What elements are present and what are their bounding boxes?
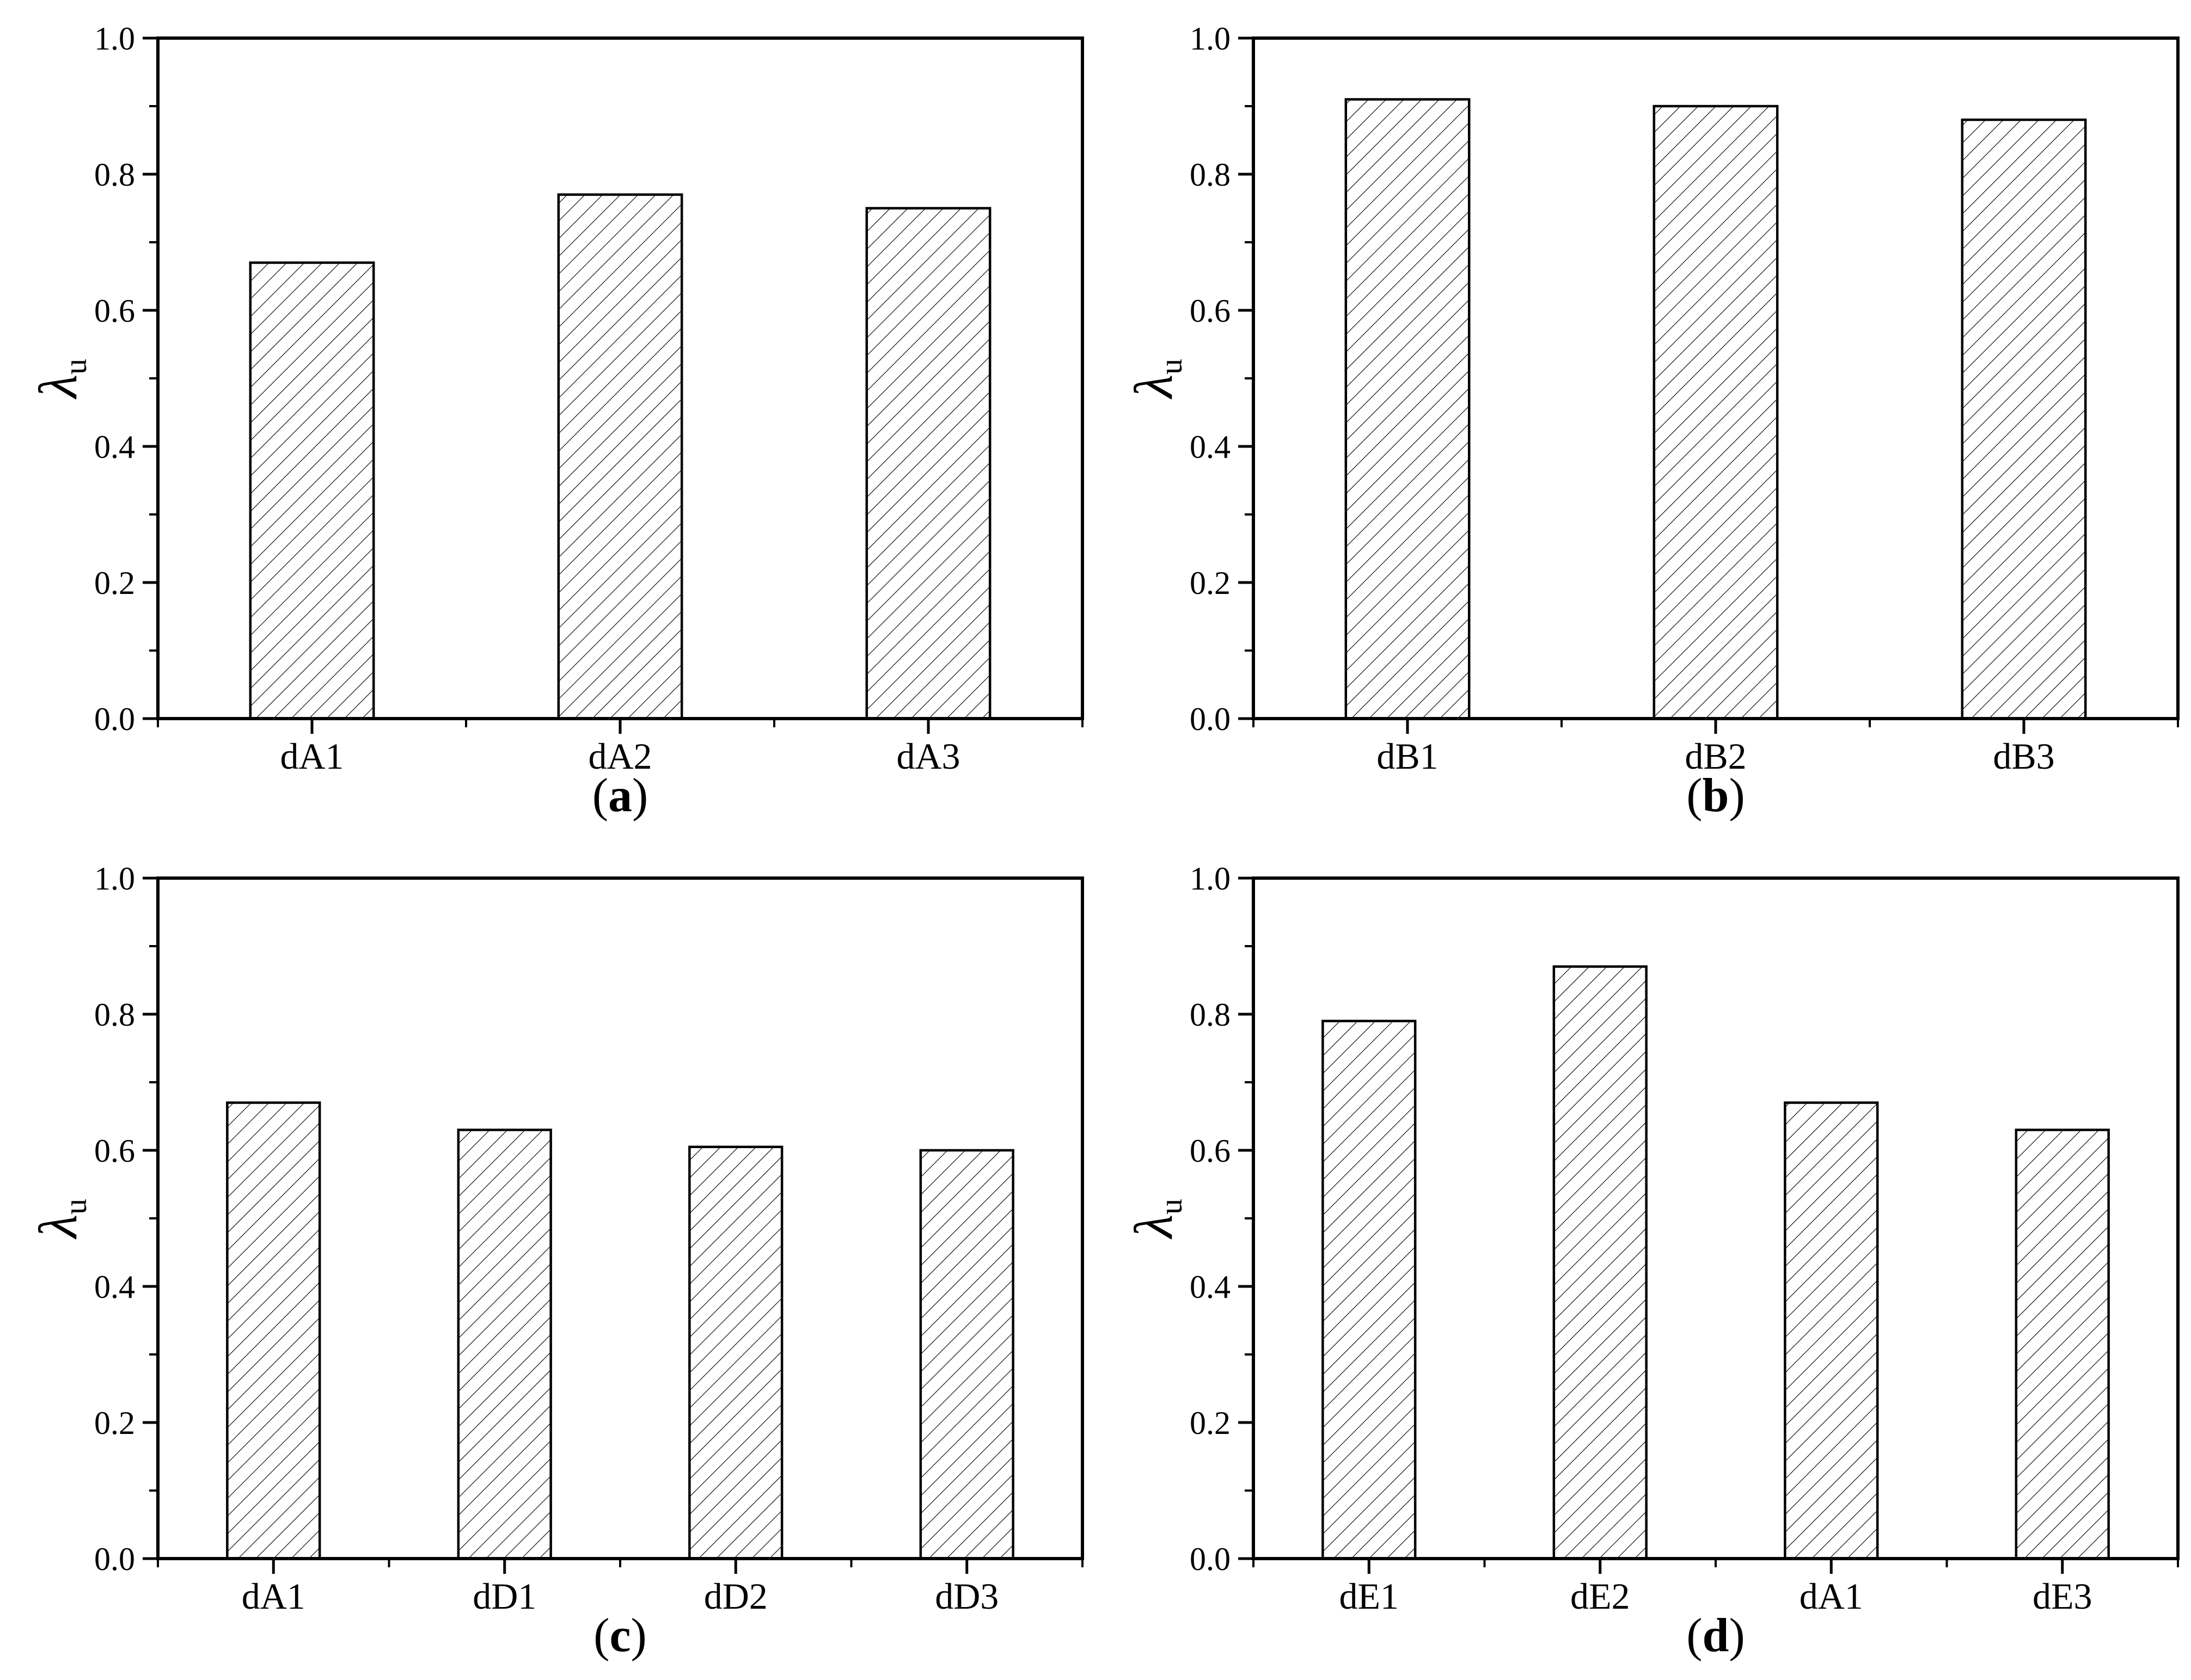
bar-dE3 (2015, 1129, 2110, 1560)
category-label-dA1: dA1 (242, 1575, 305, 1617)
caption-paren-close: ) (631, 1609, 647, 1662)
caption-paren-close: ) (1729, 1609, 1745, 1662)
y-tick-label: 0.4 (1190, 429, 1231, 465)
category-label-dE2: dE2 (1570, 1575, 1630, 1617)
y-axis-label-lambda: λ (1123, 1215, 1184, 1240)
panel-a: 0.0 0.2 0.4 0.6 0.8 1.0 dA1 dA2 dA3 λu (a) (0, 0, 1096, 840)
y-tick-label: 0.6 (94, 293, 135, 329)
category-label-dE3: dE3 (2033, 1575, 2092, 1617)
category-label-dA2: dA2 (588, 735, 652, 777)
y-axis-label: λu (1123, 359, 1189, 400)
y-axis-label-subscript: u (1153, 1199, 1189, 1215)
y-tick-label: 0.0 (1190, 1541, 1231, 1577)
y-tick-label: 0.2 (1190, 1405, 1231, 1441)
bar-dA1 (249, 261, 375, 720)
category-label-dB1: dB1 (1376, 735, 1438, 777)
category-label-dE1: dE1 (1339, 1575, 1399, 1617)
y-axis-label-lambda: λ (28, 375, 88, 400)
panel-c: 0.0 0.2 0.4 0.6 0.8 1.0 dA1 dD1 dD2 dD3 λu (c) (0, 840, 1096, 1680)
y-tick-label: 0.6 (1190, 293, 1231, 329)
bar-dB1 (1344, 98, 1471, 720)
category-label-dD1: dD1 (473, 1575, 536, 1617)
panel-caption-c: (c) (593, 1612, 647, 1660)
category-label-dB3: dB3 (1993, 735, 2054, 777)
bar-dD1 (457, 1129, 552, 1560)
panel-caption-a: (a) (592, 772, 648, 820)
caption-paren-open: ( (592, 769, 608, 822)
y-tick-label: 0.8 (1190, 157, 1231, 193)
bar-chart-d: 0.0 0.2 0.4 0.6 0.8 1.0 dE1 dE2 dA1 dE3 λu (1123, 861, 2180, 1617)
panel-d: 0.0 0.2 0.4 0.6 0.8 1.0 dE1 dE2 dA1 dE3 λu (d) (1096, 840, 2191, 1680)
caption-paren-open: ( (1686, 1609, 1703, 1662)
y-tick-label: 1.0 (94, 861, 135, 897)
y-axis-label: λu (1123, 1199, 1189, 1240)
y-tick-label: 0.0 (1190, 701, 1231, 737)
caption-paren-open: ( (593, 1609, 610, 1662)
bar-dD3 (919, 1149, 1014, 1560)
y-axis-label-lambda: λ (28, 1215, 88, 1240)
y-tick-label: 0.4 (1190, 1269, 1231, 1305)
bar-dB3 (1961, 118, 2087, 720)
category-label-dA1: dA1 (280, 735, 344, 777)
category-label-dD2: dD2 (704, 1575, 768, 1617)
y-tick-label: 0.4 (94, 1269, 135, 1305)
y-tick-label: 0.6 (94, 1133, 135, 1169)
y-tick-label: 1.0 (1190, 861, 1231, 897)
y-tick-label: 0.8 (1190, 997, 1231, 1033)
panel-caption-d: (d) (1686, 1612, 1745, 1660)
category-label-dA1: dA1 (1800, 1575, 1863, 1617)
bar-chart-c: 0.0 0.2 0.4 0.6 0.8 1.0 dA1 dD1 dD2 dD3 λu (28, 861, 1084, 1617)
y-axis-label-subscript: u (1153, 359, 1189, 375)
bar-dB2 (1653, 105, 1779, 720)
y-tick-label: 0.2 (1190, 565, 1231, 601)
y-tick-label: 0.4 (94, 429, 135, 465)
caption-paren-close: ) (632, 769, 648, 822)
y-tick-label: 1.0 (94, 21, 135, 57)
caption-paren-open: ( (1686, 769, 1703, 822)
caption-paren-close: ) (1729, 769, 1745, 822)
bar-dE2 (1552, 965, 1648, 1560)
bar-dA1 (1784, 1101, 1879, 1560)
y-tick-label: 0.8 (94, 157, 135, 193)
panel-caption-b: (b) (1686, 772, 1745, 820)
y-tick-label: 0.2 (94, 565, 135, 601)
bar-dA3 (865, 207, 992, 720)
y-axis-label-subscript: u (58, 359, 93, 375)
caption-letter: a (608, 769, 632, 822)
panel-b: 0.0 0.2 0.4 0.6 0.8 1.0 dB1 dB2 dB3 λu (b) (1096, 0, 2191, 840)
category-label-dB2: dB2 (1685, 735, 1746, 777)
caption-letter: b (1702, 769, 1729, 822)
y-tick-label: 0.0 (94, 1541, 135, 1577)
y-axis-label: λu (28, 359, 93, 400)
category-label-dA3: dA3 (896, 735, 960, 777)
caption-letter: c (609, 1609, 631, 1662)
y-axis-label-lambda: λ (1123, 375, 1184, 400)
y-axis-label-subscript: u (58, 1199, 93, 1215)
y-tick-label: 1.0 (1190, 21, 1231, 57)
bar-dE1 (1321, 1020, 1417, 1560)
y-tick-label: 0.6 (1190, 1133, 1231, 1169)
category-label-dD3: dD3 (935, 1575, 999, 1617)
bar-dA2 (557, 193, 683, 720)
bar-dA1 (226, 1101, 321, 1560)
bar-dD2 (688, 1145, 784, 1560)
y-tick-label: 0.8 (94, 997, 135, 1033)
caption-letter: d (1702, 1609, 1729, 1662)
y-axis-label: λu (28, 1199, 93, 1240)
y-tick-label: 0.2 (94, 1405, 135, 1441)
bar-chart-a: 0.0 0.2 0.4 0.6 0.8 1.0 dA1 dA2 dA3 λu (28, 21, 1084, 777)
bar-chart-b: 0.0 0.2 0.4 0.6 0.8 1.0 dB1 dB2 dB3 λu (1123, 21, 2180, 777)
y-tick-label: 0.0 (94, 701, 135, 737)
